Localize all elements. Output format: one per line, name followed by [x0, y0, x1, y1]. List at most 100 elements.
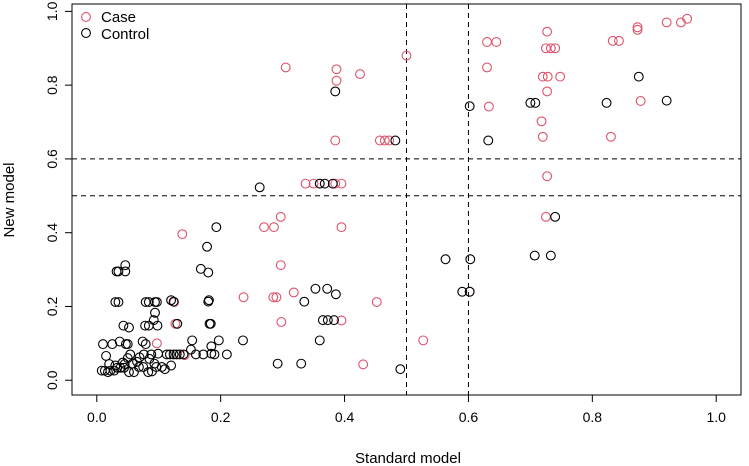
x-axis-title: Standard model [355, 450, 461, 466]
point-control [161, 349, 172, 360]
point-control [395, 364, 406, 375]
point-control [98, 339, 108, 350]
point-case [542, 171, 553, 182]
x-tick-label: 0.0 [87, 409, 107, 425]
point-case [300, 178, 311, 189]
y-axis-title: New model [1, 162, 18, 237]
series-case [151, 13, 693, 370]
point-case [632, 24, 643, 35]
y-tick-label: 0.0 [44, 370, 60, 390]
point-control [633, 71, 644, 82]
y-tick-label: 0.2 [44, 297, 60, 317]
point-control [102, 367, 113, 378]
x-tick-label: 0.6 [459, 409, 479, 425]
point-case [308, 178, 319, 189]
point-control [185, 344, 196, 355]
x-tick-label: 0.4 [335, 409, 355, 425]
point-case [336, 222, 347, 233]
point-control [601, 97, 612, 108]
point-control [203, 267, 214, 278]
point-control [152, 320, 163, 331]
point-control [206, 341, 217, 352]
point-control [119, 359, 130, 369]
point-control [140, 320, 151, 331]
point-case [682, 13, 693, 24]
point-control [545, 250, 556, 261]
y-axis: 0.0 0.2 0.4 0.6 0.8 1.0 [44, 1, 72, 390]
point-control [440, 254, 451, 265]
point-control [171, 349, 182, 360]
point-control [310, 283, 321, 294]
point-control [144, 353, 155, 364]
x-tick-label: 0.2 [211, 409, 231, 425]
point-control [203, 296, 214, 307]
point-case [661, 17, 672, 28]
point-case [177, 229, 188, 240]
point-control [166, 360, 177, 371]
point-control [464, 101, 475, 112]
point-case [330, 135, 341, 146]
point-control [317, 315, 328, 326]
point-control [118, 320, 129, 331]
point-case [259, 222, 269, 233]
point-control [150, 307, 160, 318]
point-case [614, 35, 624, 46]
point-case [607, 35, 618, 46]
point-control [128, 367, 139, 378]
point-control [221, 349, 232, 360]
point-case [271, 292, 282, 303]
point-control [151, 297, 162, 307]
point-control [296, 358, 307, 369]
point-control [464, 286, 475, 297]
point-control [322, 315, 333, 326]
point-control [457, 286, 468, 297]
point-case [537, 71, 548, 82]
point-case [401, 50, 412, 61]
point-case [635, 96, 646, 106]
point-case [537, 131, 548, 142]
point-case [275, 260, 286, 271]
point-control [101, 350, 112, 361]
point-case [555, 71, 566, 82]
point-control [272, 358, 283, 369]
point-control [143, 367, 154, 378]
point-case [336, 178, 347, 189]
point-case [605, 131, 616, 142]
point-control [299, 296, 310, 307]
point-control [525, 97, 536, 108]
point-case [268, 222, 279, 233]
point-control [178, 349, 189, 360]
point-case [482, 62, 492, 73]
point-case [371, 297, 382, 307]
point-case [151, 338, 162, 349]
point-control [105, 365, 116, 376]
point-case [288, 287, 299, 298]
point-case [482, 37, 492, 47]
point-control [125, 349, 136, 360]
point-control [172, 318, 183, 329]
point-case [542, 86, 553, 97]
legend-label-case: Case [101, 9, 136, 26]
point-control [153, 348, 164, 359]
point-control [529, 250, 540, 261]
point-control [322, 283, 333, 294]
legend: Case Control [81, 9, 149, 43]
y-tick-label: 0.4 [44, 223, 60, 243]
point-control [550, 211, 561, 222]
point-control [109, 365, 120, 376]
point-control [238, 335, 248, 346]
point-control [213, 335, 224, 346]
point-control [124, 367, 134, 378]
legend-marker-case [81, 12, 91, 22]
point-control [530, 97, 541, 108]
point-control [122, 339, 133, 350]
point-case [545, 43, 556, 54]
point-case [275, 211, 286, 222]
point-case [491, 37, 502, 47]
point-case [418, 335, 429, 346]
point-case [268, 292, 279, 303]
point-control [330, 86, 341, 97]
point-case [280, 62, 291, 73]
point-control [113, 297, 124, 307]
